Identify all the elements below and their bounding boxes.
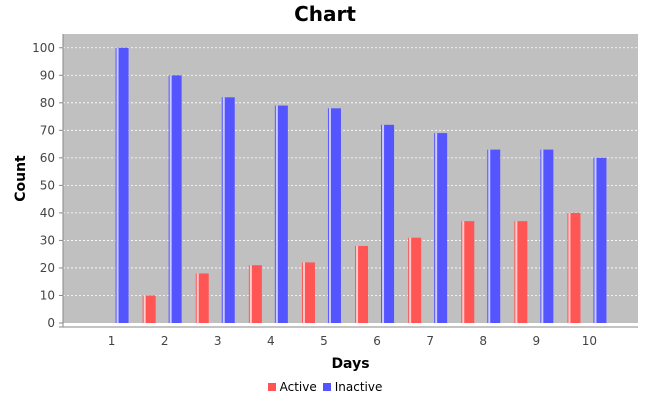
y-tick-label: 10	[40, 288, 55, 302]
bar-fill	[593, 157, 607, 323]
y-tick-label: 100	[32, 41, 55, 55]
bar-fill	[461, 221, 475, 323]
x-tick-label: 8	[479, 334, 487, 348]
bars	[115, 47, 607, 324]
bar-active-7	[408, 237, 422, 323]
bar-fill	[487, 149, 501, 323]
x-tick-label: 10	[582, 334, 597, 348]
bar-highlight	[594, 157, 597, 323]
y-tick-label: 40	[40, 206, 55, 220]
bar-inactive-6	[381, 124, 395, 323]
x-tick-label: 9	[533, 334, 541, 348]
axes: 0 10 20 30 40 50 60 70 80 90 100 1 2 3 4 5 6 7 8 9 10	[32, 34, 638, 348]
bar-fill	[221, 97, 235, 323]
bar-highlight	[222, 97, 225, 323]
chart-title: Chart	[294, 2, 356, 26]
legend-item-inactive: Inactive	[322, 380, 383, 394]
bar-fill	[355, 245, 369, 323]
legend-label-active: Active	[279, 380, 317, 394]
y-tick-label: 80	[40, 96, 55, 110]
y-tick-label: 60	[40, 151, 55, 165]
bar-active-4	[248, 265, 262, 323]
bar-active-10	[567, 212, 581, 323]
bar-inactive-7	[434, 133, 448, 323]
bar-active-9	[514, 221, 528, 323]
bar-highlight	[143, 295, 146, 323]
y-tick-label: 30	[40, 233, 55, 247]
x-tick-label: 6	[373, 334, 381, 348]
bar-fill	[514, 221, 528, 323]
legend-item-active: Active	[267, 380, 317, 394]
bar-inactive-3	[221, 97, 235, 323]
bar-active-8	[461, 221, 475, 323]
bar-fill	[381, 124, 395, 323]
bar-fill	[434, 133, 448, 323]
bar-highlight	[196, 273, 199, 323]
x-tick-label: 2	[161, 334, 169, 348]
bar-fill	[115, 47, 129, 324]
x-tick-label: 4	[267, 334, 275, 348]
bar-highlight	[356, 245, 359, 323]
bar-active-2	[142, 295, 156, 323]
y-tick-label: 70	[40, 123, 55, 137]
x-tick-label: 1	[108, 334, 116, 348]
bar-fill	[408, 237, 422, 323]
bar-highlight	[302, 262, 305, 323]
bar-fill	[168, 75, 182, 324]
bar-active-5	[301, 262, 315, 323]
bar-highlight	[382, 124, 385, 323]
bar-highlight	[435, 133, 438, 323]
bar-fill	[327, 108, 341, 323]
legend-swatch-inactive	[322, 383, 331, 391]
bar-inactive-8	[487, 149, 501, 323]
bar-active-6	[355, 245, 369, 323]
bar-highlight	[116, 47, 119, 324]
y-tick-label: 20	[40, 261, 55, 275]
bar-active-3	[195, 273, 209, 323]
bar-fill	[540, 149, 554, 323]
bar-highlight	[275, 105, 278, 323]
bar-inactive-9	[540, 149, 554, 323]
legend-swatch-active	[267, 383, 276, 391]
bar-fill	[248, 265, 262, 323]
bar-highlight	[249, 265, 252, 323]
legend-label-inactive: Inactive	[334, 380, 383, 394]
bar-fill	[567, 212, 581, 323]
x-tick-label: 7	[426, 334, 434, 348]
legend: Active Inactive	[0, 380, 650, 394]
bar-inactive-2	[168, 75, 182, 324]
bar-inactive-5	[327, 108, 341, 323]
x-tick-label: 5	[320, 334, 328, 348]
x-tick-label: 3	[214, 334, 222, 348]
y-axis-label: Count	[13, 155, 29, 202]
bar-highlight	[488, 149, 491, 323]
bar-highlight	[169, 75, 172, 324]
y-tick-label: 50	[40, 178, 55, 192]
bar-highlight	[462, 221, 465, 323]
bar-highlight	[515, 221, 518, 323]
bar-inactive-1	[115, 47, 129, 324]
bar-highlight	[328, 108, 331, 323]
bar-highlight	[568, 212, 571, 323]
bar-inactive-4	[274, 105, 288, 323]
y-tick-label: 0	[47, 316, 55, 330]
bar-fill	[195, 273, 209, 323]
bar-inactive-10	[593, 157, 607, 323]
bar-fill	[301, 262, 315, 323]
x-axis-label: Days	[331, 356, 369, 372]
bar-highlight	[541, 149, 544, 323]
bar-fill	[142, 295, 156, 323]
y-tick-label: 90	[40, 68, 55, 82]
bar-highlight	[409, 237, 412, 323]
bar-fill	[274, 105, 288, 323]
